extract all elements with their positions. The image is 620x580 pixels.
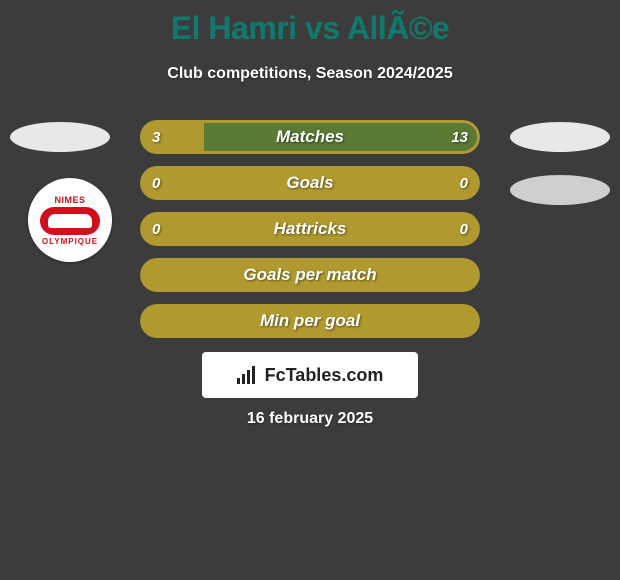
club-badge-bottom-text: OLYMPIQUE xyxy=(42,237,98,246)
club-badge-right-placeholder xyxy=(510,175,610,205)
stat-label: Matches xyxy=(140,120,480,154)
stat-label: Goals per match xyxy=(140,258,480,292)
club-badge-emblem xyxy=(40,207,100,235)
stat-bar: 00Hattricks xyxy=(140,212,480,246)
page-title: El Hamri vs AllÃ©e xyxy=(0,0,620,47)
stat-label: Goals xyxy=(140,166,480,200)
subtitle: Club competitions, Season 2024/2025 xyxy=(0,65,620,83)
player-photo-left-placeholder xyxy=(10,122,110,152)
stat-label: Hattricks xyxy=(140,212,480,246)
player-photo-right-placeholder xyxy=(510,122,610,152)
club-badge-top-text: NIMES xyxy=(54,195,85,205)
club-badge-left: NIMES OLYMPIQUE xyxy=(28,178,112,262)
brand-text: FcTables.com xyxy=(265,365,384,386)
stat-bar: 313Matches xyxy=(140,120,480,154)
stat-bar: Goals per match xyxy=(140,258,480,292)
date-text: 16 february 2025 xyxy=(0,410,620,428)
bar-chart-icon xyxy=(237,366,259,384)
brand-box[interactable]: FcTables.com xyxy=(202,352,418,398)
stat-bar: Min per goal xyxy=(140,304,480,338)
stats-bars: 313Matches 00Goals 00Hattricks Goals per ma… xyxy=(140,120,480,350)
crocodile-icon xyxy=(48,214,92,228)
stat-label: Min per goal xyxy=(140,304,480,338)
stat-bar: 00Goals xyxy=(140,166,480,200)
